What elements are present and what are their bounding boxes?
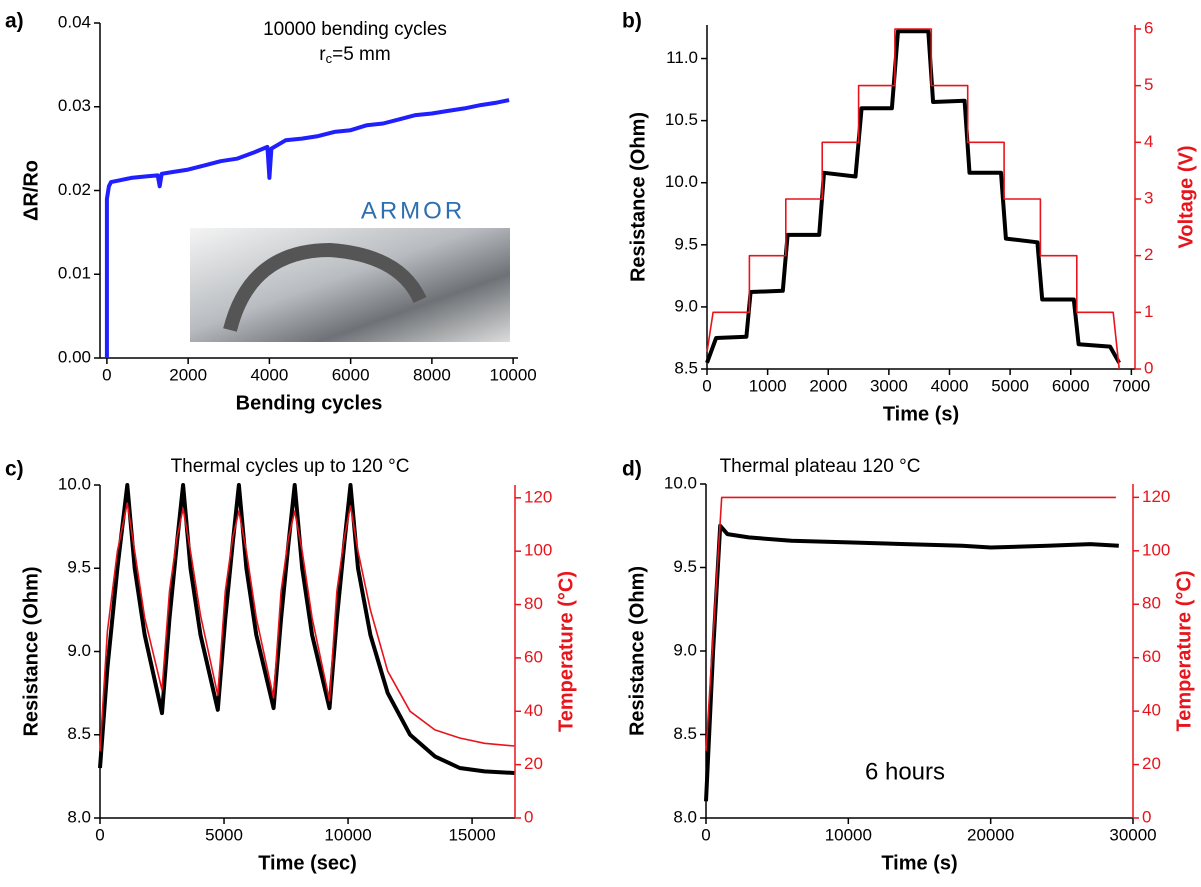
y2-axis-label: Temperature (°C) (1173, 571, 1195, 732)
y2-tick-label: 100 (524, 541, 552, 560)
x-tick-label: 30000 (1109, 825, 1156, 844)
series-line (98, 483, 515, 775)
y2-tick-label: 120 (524, 487, 552, 506)
x-tick-label: 4000 (931, 376, 969, 395)
x-tick-label: 0 (102, 365, 111, 384)
x-tick-label: 6000 (1052, 376, 1090, 395)
y2-tick-label: 6 (1144, 18, 1153, 37)
y-tick-label: 8.5 (674, 358, 698, 377)
y-tick-label: 10.0 (665, 172, 698, 191)
panel-label: c) (5, 458, 24, 481)
x-tick-label: 2000 (169, 365, 207, 384)
x-tick-label: 3000 (870, 376, 908, 395)
x-tick-label: 4000 (250, 365, 288, 384)
y2-tick-label: 40 (1142, 701, 1161, 720)
x-tick-label: 5000 (205, 825, 243, 844)
x-tick-label: 0 (701, 825, 710, 844)
y2-tick-label: 100 (1142, 540, 1170, 559)
y-tick-label: 0.03 (58, 96, 91, 115)
y2-tick-label: 4 (1144, 132, 1153, 151)
y2-tick-label: 40 (524, 701, 543, 720)
y-tick-label: 8.0 (673, 807, 697, 826)
chart-title: 10000 bending cycles (263, 19, 447, 40)
logo: ARMOR (361, 197, 465, 224)
y-tick-label: 11.0 (666, 48, 698, 67)
x-tick-label: 2000 (809, 376, 847, 395)
x-axis-label: Bending cycles (236, 392, 383, 414)
x-tick-label: 1000 (749, 376, 787, 395)
y-tick-label: 0.01 (58, 264, 91, 283)
y2-tick-label: 0 (1142, 807, 1151, 826)
subtitle-part: c (326, 51, 333, 66)
x-tick-label: 10000 (489, 365, 536, 384)
series-line (705, 496, 1116, 752)
y2-tick-label: 0 (1144, 358, 1153, 377)
series-line (705, 29, 1121, 364)
y-tick-label: 10.5 (665, 110, 698, 129)
x-tick-label: 5000 (991, 376, 1029, 395)
y-tick-label: 0.04 (58, 12, 91, 31)
y2-tick-label: 60 (524, 647, 543, 666)
y-tick-label: 9.0 (67, 641, 91, 660)
y-axis-label: Resistance (Ohm) (627, 112, 649, 282)
y2-tick-label: 120 (1142, 487, 1170, 506)
y-tick-label: 10.0 (58, 474, 91, 493)
x-tick-label: 20000 (967, 825, 1014, 844)
y-tick-label: 10.0 (664, 473, 697, 492)
chart-title: Thermal cycles up to 120 °C (171, 456, 410, 477)
y2-tick-label: 0 (524, 807, 533, 826)
subtitle-part: r (319, 44, 326, 65)
chart-title: Thermal plateau 120 °C (720, 456, 921, 477)
subtitle-part: =5 mm (332, 44, 391, 65)
y2-tick-label: 60 (1142, 647, 1161, 666)
y-axis-label: ΔR/Ro (20, 160, 42, 221)
series-line (99, 502, 515, 752)
photo-film (223, 242, 427, 332)
y2-tick-label: 1 (1144, 302, 1153, 321)
x-axis-label: Time (s) (883, 403, 959, 425)
y-tick-label: 8.5 (673, 724, 697, 743)
y-tick-label: 8.0 (67, 807, 91, 826)
panel-label: a) (5, 10, 24, 33)
y2-tick-label: 2 (1144, 245, 1153, 264)
y-axis-label: Resistance (Ohm) (20, 566, 42, 736)
y2-tick-label: 3 (1144, 188, 1153, 207)
x-axis-label: Time (s) (881, 852, 957, 874)
y2-tick-label: 20 (524, 754, 543, 773)
y2-tick-label: 20 (1142, 754, 1161, 773)
x-tick-label: 10000 (825, 825, 872, 844)
y2-tick-label: 80 (524, 594, 543, 613)
y2-axis-label: Temperature (°C) (555, 571, 577, 732)
x-tick-label: 6000 (332, 365, 370, 384)
panel-label: b) (622, 10, 642, 33)
x-tick-label: 10000 (324, 825, 371, 844)
y2-tick-label: 5 (1144, 75, 1153, 94)
x-axis-label: Time (sec) (258, 852, 357, 874)
annotation: 6 hours (865, 758, 945, 785)
y-tick-label: 9.0 (674, 296, 698, 315)
panel-label: d) (622, 458, 642, 481)
y-tick-label: 0.00 (58, 347, 91, 366)
series-line (104, 98, 510, 358)
y2-tick-label: 80 (1142, 594, 1161, 613)
y2-axis-label: Voltage (V) (1175, 146, 1197, 249)
x-tick-label: 0 (702, 376, 711, 395)
y-tick-label: 9.0 (673, 640, 697, 659)
series-line (706, 28, 1120, 370)
y-tick-label: 9.5 (674, 234, 698, 253)
y-tick-label: 9.5 (67, 558, 91, 577)
y-tick-label: 8.5 (67, 724, 91, 743)
y-tick-label: 9.5 (673, 557, 697, 576)
x-tick-label: 0 (95, 825, 104, 844)
x-tick-label: 15000 (448, 825, 495, 844)
x-tick-label: 8000 (413, 365, 451, 384)
y-tick-label: 0.02 (58, 180, 91, 199)
y-axis-label: Resistance (Ohm) (626, 566, 648, 736)
chart-subtitle: rc=5 mm (319, 44, 390, 66)
x-tick-label: 7000 (1112, 376, 1150, 395)
